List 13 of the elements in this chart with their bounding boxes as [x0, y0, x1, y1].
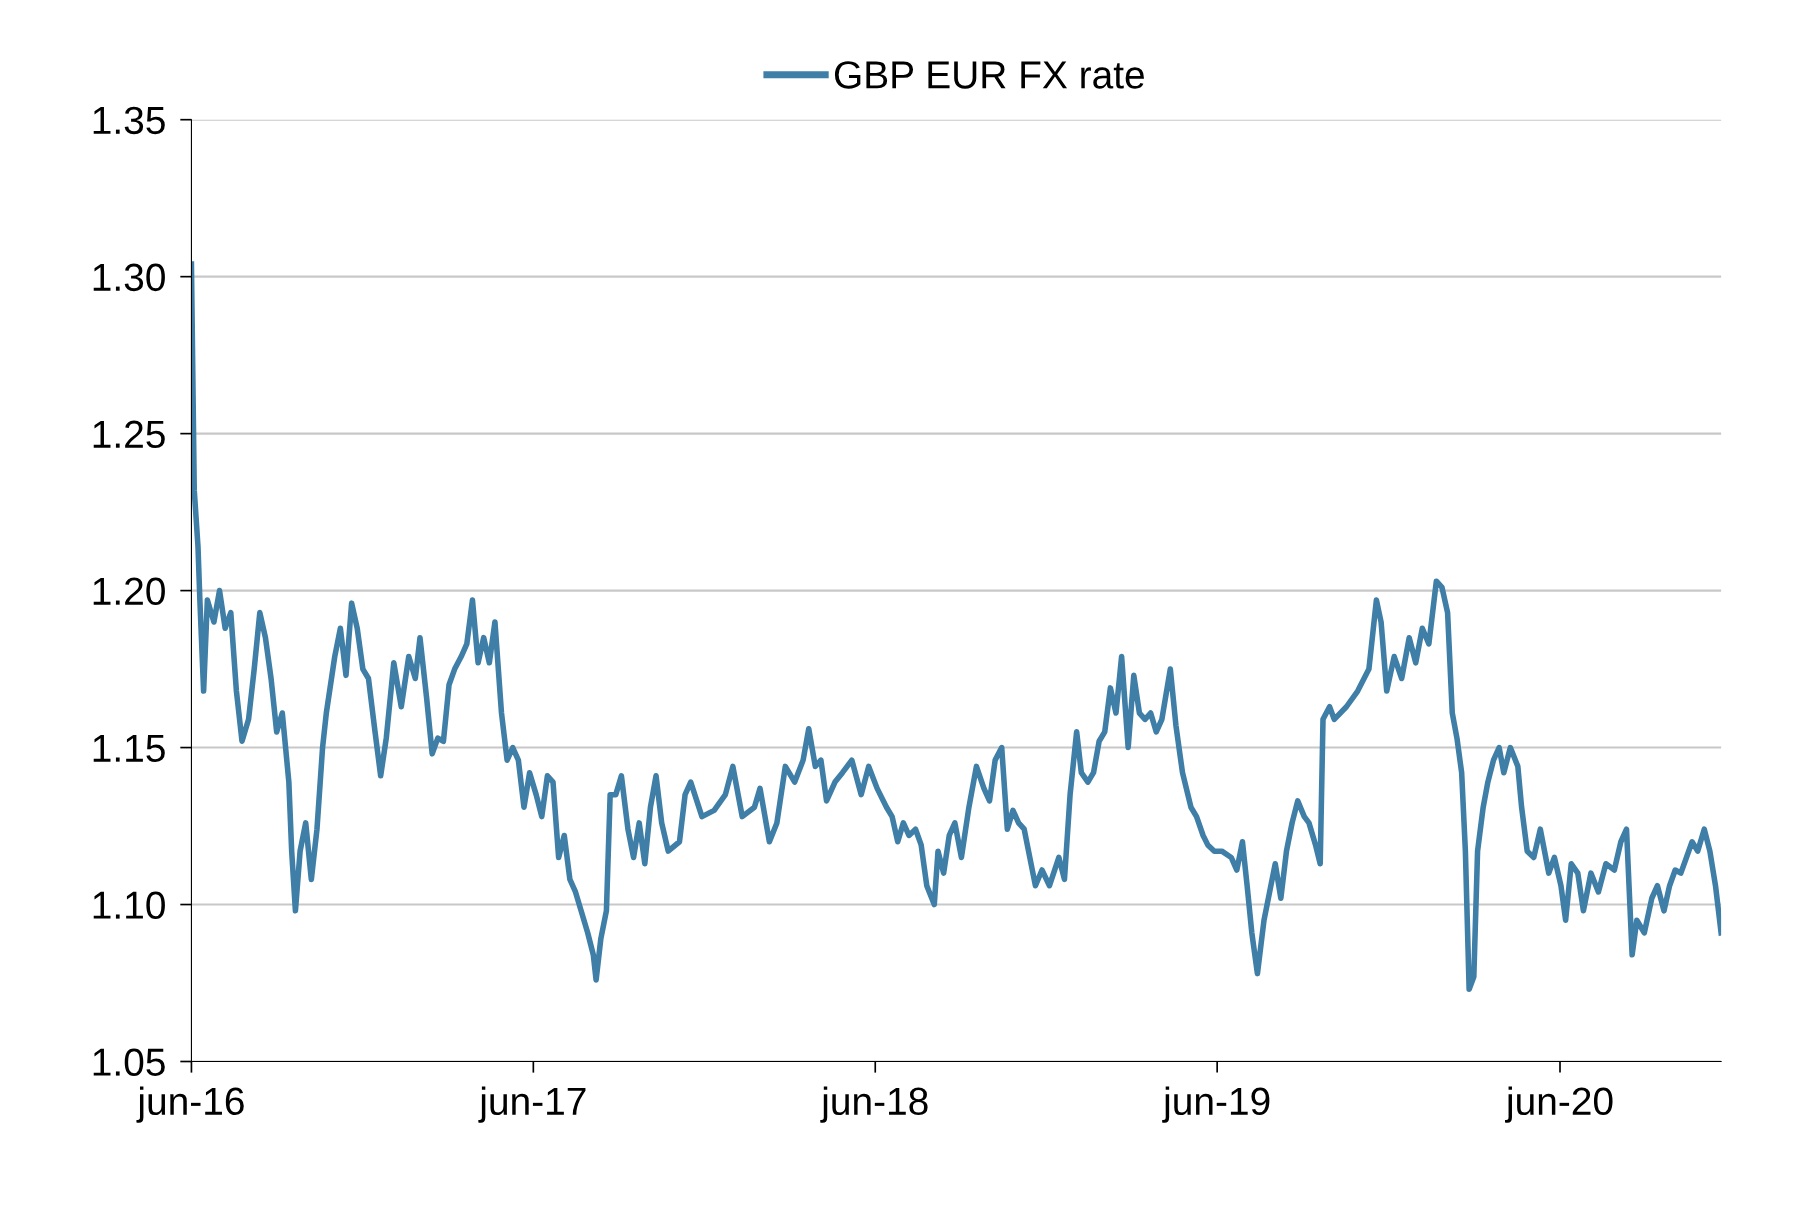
x-tick-label: jun-20	[1505, 1086, 1613, 1123]
x-tick-label: jun-17	[478, 1086, 586, 1123]
y-tick-label: 1.30	[93, 263, 165, 292]
y-tick-label: 1.05	[93, 1048, 165, 1076]
y-tick-label: 1.15	[93, 734, 165, 763]
x-tick-label: jun-18	[820, 1086, 928, 1123]
y-tick-label: 1.10	[93, 891, 165, 920]
y-tick-label: 1.35	[93, 106, 165, 135]
y-tick-label: 1.25	[93, 420, 165, 449]
y-tick-label: 1.20	[93, 577, 165, 606]
legend-label: GBP EUR FX rate	[834, 61, 1144, 89]
x-tick-label: jun-16	[136, 1086, 244, 1123]
x-tick-label: jun-19	[1162, 1086, 1270, 1123]
